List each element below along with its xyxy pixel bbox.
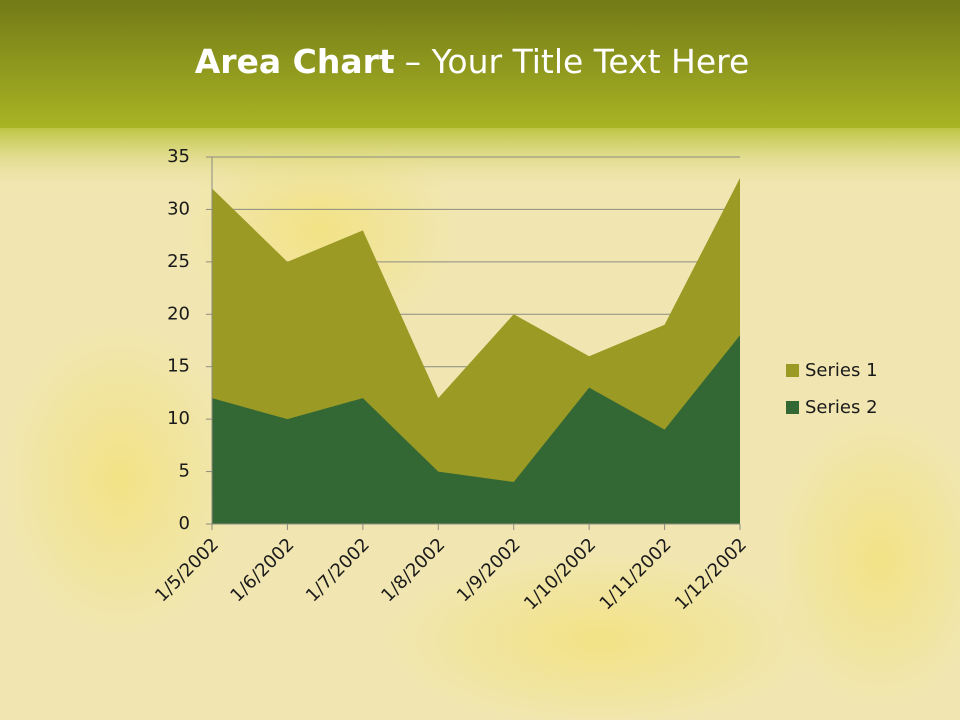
y-tick-label: 15 <box>167 356 190 377</box>
legend-label: Series 2 <box>805 397 878 418</box>
title-rest: – Your Title Text Here <box>405 42 750 81</box>
y-tick-label: 20 <box>167 303 190 324</box>
y-tick-label: 25 <box>167 251 190 272</box>
area <box>212 335 740 524</box>
legend-swatch <box>786 364 799 377</box>
slide-title: Area Chart – Your Title Text Here <box>195 42 750 81</box>
legend-swatch <box>786 401 799 414</box>
y-tick-label: 35 <box>167 146 190 167</box>
header-fade <box>0 125 960 195</box>
header-band <box>0 0 960 128</box>
y-tick-label: 30 <box>167 198 190 219</box>
y-tick-label: 0 <box>179 513 190 534</box>
background-blob <box>770 410 960 710</box>
title-bold: Area Chart <box>195 42 395 81</box>
background-blob <box>0 320 240 640</box>
y-tick-label: 10 <box>167 408 190 429</box>
legend-label: Series 1 <box>805 360 878 381</box>
y-tick-label: 5 <box>179 461 190 482</box>
background-blob <box>380 550 820 720</box>
